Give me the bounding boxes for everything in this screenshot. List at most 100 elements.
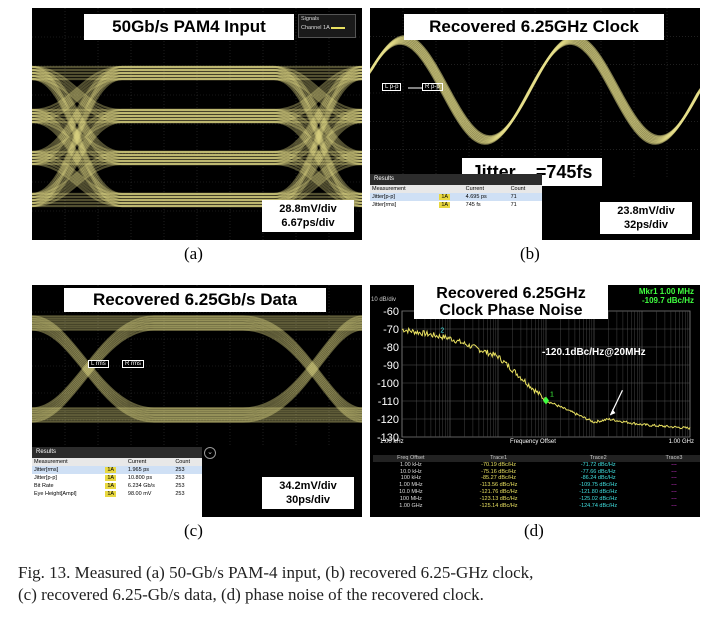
marker-readout: Mkr1 1.00 MHz -109.7 dBc/Hz <box>639 287 694 305</box>
pam4-trace <box>32 111 362 199</box>
marker-l-rms: L rms <box>88 360 109 368</box>
results-b-row[interactable]: Jitter[rms] 1A 745 fs 71 <box>370 201 542 209</box>
results-c-title: Results <box>32 447 202 458</box>
phase-noise-annotation: -120.1dBc/Hz@20MHz <box>542 347 646 358</box>
pn-cell: --- <box>671 488 677 495</box>
data-eye-diagram <box>32 285 362 447</box>
pam4-trace <box>32 68 362 115</box>
pn-row: 100 kHz -85.27 dBc/Hz -86.24 dBc/Hz --- <box>373 475 700 482</box>
pam4-trace <box>32 117 362 205</box>
results-c-row[interactable]: Bit Rate 1A 6.234 Gb/s 253 <box>32 482 202 490</box>
pam4-trace <box>32 74 362 163</box>
results-c-header: Measurement <box>32 458 104 466</box>
results-c-row[interactable]: Jitter[p-p] 1A 10.800 ps 253 <box>32 474 202 482</box>
result-count: 253 <box>175 491 185 497</box>
data-eye-trace <box>32 322 362 416</box>
results-b-header: Count <box>508 185 542 193</box>
pn-cell: -109.75 dBc/Hz <box>579 482 618 489</box>
result-name: Bit Rate <box>34 483 54 489</box>
pam4-trace <box>32 111 362 157</box>
pn-header: Trace3 <box>648 455 700 462</box>
panel-b-scale-h: 32ps/div <box>623 219 669 231</box>
pn-cell: --- <box>671 475 677 482</box>
panel-c-scale-v: 34.2mV/div <box>279 480 337 492</box>
marker-r-pp: R p-p <box>422 83 443 91</box>
pn-cell: --- <box>671 468 677 475</box>
data-eye-trace <box>32 315 362 410</box>
pam4-trace <box>32 108 362 196</box>
result-name: Jitter[rms] <box>32 466 104 474</box>
pam4-trace <box>32 111 362 157</box>
results-b-row[interactable]: Jitter[p-p] 1A 4.695 ps 71 <box>370 193 542 201</box>
pn-cell: -75.16 dBc/Hz <box>481 468 517 475</box>
result-name: Jitter[p-p] <box>34 475 57 481</box>
pn-y-tick: -70 <box>383 324 399 336</box>
pn-y-tick: -60 <box>383 306 399 318</box>
pn-y-tick: -100 <box>377 378 399 390</box>
pam4-trace <box>32 114 362 160</box>
caption-line-1: Fig. 13. Measured (a) 50-Gb/s PAM-4 inpu… <box>18 563 534 582</box>
expand-results-icon[interactable]: ⌄ <box>204 447 216 459</box>
panel-b-scale: 23.8mV/div 32ps/div <box>600 202 692 234</box>
pn-y-tick: -110 <box>378 396 399 408</box>
pn-y-tick: -130 <box>377 432 399 444</box>
marker-l-pp: L p-p <box>382 83 402 91</box>
results-c-row[interactable]: Jitter[rms] 1A 1.965 ps 253 <box>32 466 202 474</box>
results-c-row[interactable]: Eye Height[Ampl] 1A 98.00 mV 253 <box>32 490 202 498</box>
pam4-trace <box>32 77 362 208</box>
pn-row: 1.00 kHz -70.19 dBc/Hz -71.72 dBc/Hz --- <box>373 462 700 469</box>
pn-cell: -86.24 dBc/Hz <box>580 475 616 482</box>
x-start-label: 1.00 kHz <box>380 439 404 445</box>
pam4-trace <box>32 156 362 202</box>
pn-cell: --- <box>671 482 677 489</box>
pn-cell: -85.27 dBc/Hz <box>481 475 517 482</box>
result-current: 6.234 Gb/s <box>127 483 155 489</box>
pam4-trace <box>32 117 362 163</box>
pn-cell: 10.0 kHz <box>400 468 422 475</box>
pam4-trace <box>32 77 362 166</box>
pam4-trace <box>32 74 362 121</box>
pam4-trace <box>32 150 362 196</box>
panel-a-scale: 28.8mV/div 6.67ps/div <box>262 200 354 232</box>
result-current: 10.800 ps <box>127 475 153 481</box>
panel-b-scope: Recovered 6.25GHz Clock L p-p R p-p Jitt… <box>370 8 700 240</box>
panel-c-title: Recovered 6.25Gb/s Data <box>64 288 326 312</box>
result-current: 4.695 ps <box>463 193 509 201</box>
figure-caption: Fig. 13. Measured (a) 50-Gb/s PAM-4 inpu… <box>18 562 708 606</box>
signals-legend-item: Channel 1A <box>301 25 330 31</box>
data-eye-trace <box>32 324 362 419</box>
signals-legend: Signals Channel 1A <box>298 14 356 38</box>
panel-c-scope: Recovered 6.25Gb/s Data L rms R rms Resu… <box>32 285 362 517</box>
x-end-label: 1.00 GHz <box>668 439 694 445</box>
channel-badge: 1A <box>439 202 451 208</box>
pam4-trace <box>32 74 362 163</box>
pam4-trace <box>32 65 362 112</box>
pam4-trace <box>32 77 362 208</box>
pn-cell: --- <box>671 502 677 509</box>
pn-cell: -70.19 dBc/Hz <box>481 461 517 468</box>
result-count: 71 <box>510 202 517 208</box>
pn-cell: -113.56 dBc/Hz <box>479 482 518 489</box>
results-c-table: Measurement Current Count Jitter[rms] 1A… <box>32 458 202 498</box>
pn-header: Trace2 <box>548 455 648 462</box>
pam4-trace <box>32 162 362 208</box>
y-unit-label: 10 dB/div <box>371 297 397 303</box>
results-b-header <box>437 185 464 193</box>
pam4-trace <box>32 74 362 205</box>
pn-y-tick: -90 <box>383 360 399 372</box>
pn-header: Trace1 <box>448 455 549 462</box>
panel-b-title: Recovered 6.25GHz Clock <box>404 14 664 40</box>
pn-cell: -77.66 dBc/Hz <box>580 468 616 475</box>
result-name: Eye Height[Ampl] <box>34 491 77 497</box>
marker-r-rms: R rms <box>122 360 144 368</box>
result-current: 1.965 ps <box>125 466 174 474</box>
pam4-trace <box>32 71 362 202</box>
pam4-trace <box>32 71 362 160</box>
pn-cell: -123.13 dBc/Hz <box>479 495 518 502</box>
results-c-header: Count <box>173 458 202 466</box>
result-count: 253 <box>173 466 202 474</box>
pam4-trace <box>32 74 362 205</box>
pam4-trace <box>32 117 362 205</box>
pam4-trace <box>32 65 362 154</box>
result-name: Jitter[p-p] <box>370 193 438 201</box>
